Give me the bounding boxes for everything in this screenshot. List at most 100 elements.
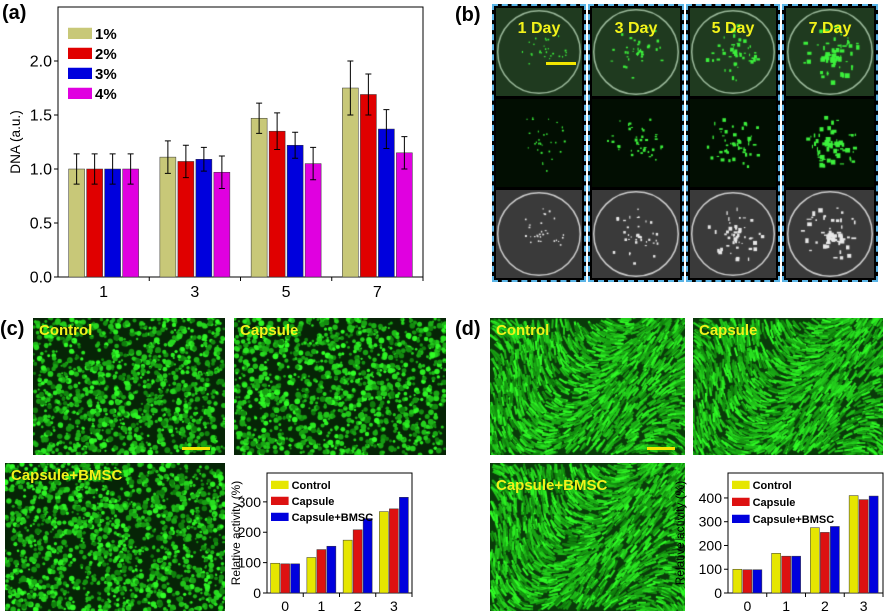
image-label: Capsule: [240, 322, 299, 339]
error-bar: [127, 153, 134, 185]
micro-d-capsule: Capsule: [693, 318, 883, 455]
legend-swatch: [732, 497, 750, 506]
x-tick-label: 0: [743, 598, 751, 614]
x-tick-label: 3: [190, 284, 199, 301]
scale-bar: [647, 447, 675, 450]
y-tick-label: 100: [699, 561, 723, 577]
x-tick-label: 5: [282, 284, 291, 301]
y-tick-label: 0.5: [30, 216, 52, 233]
bar: [86, 168, 103, 278]
legend-label: 2%: [95, 46, 117, 63]
bar: [352, 529, 363, 594]
legend-swatch: [68, 87, 92, 99]
fluo-image: [690, 99, 776, 187]
image-label: Capsule+BMSC: [11, 467, 123, 484]
micro-c-capsule-bmsc: Capsule+BMSC: [5, 463, 225, 611]
legend-swatch: [271, 496, 289, 505]
legend-swatch: [68, 27, 92, 39]
fluo-image: [496, 99, 582, 187]
error-bar: [347, 60, 354, 116]
fluo-image: [786, 99, 874, 187]
y-tick-label: 300: [238, 494, 262, 510]
day-label: 5 Day: [711, 20, 755, 37]
micro-c-control: Control: [33, 318, 225, 455]
y-tick-label: 0.0: [30, 270, 52, 287]
bar: [326, 545, 337, 594]
gray-image: [786, 190, 874, 278]
error-bar: [73, 153, 80, 185]
bar: [68, 168, 85, 278]
panel-label-d: (d): [455, 318, 481, 340]
legend-label: Control: [753, 480, 792, 492]
day-label: 3 Day: [614, 20, 658, 37]
error-bar: [164, 140, 171, 174]
legend-swatch: [68, 47, 92, 59]
x-tick-label: 3: [860, 598, 868, 614]
bar: [848, 495, 859, 594]
bar: [290, 563, 300, 594]
dish-image: [786, 8, 874, 96]
error-bar: [401, 136, 408, 170]
bar: [791, 555, 801, 594]
y-axis-label: DNA (a.u.): [8, 110, 23, 173]
legend-swatch: [68, 67, 92, 79]
y-tick-label: 100: [238, 555, 262, 571]
bar: [104, 168, 121, 278]
bar: [316, 549, 327, 594]
y-tick-label: 0: [253, 585, 261, 601]
error-bar: [292, 131, 299, 159]
y-tick-label: 1.0: [30, 162, 52, 179]
legend-label: 4%: [95, 86, 117, 103]
bar: [342, 539, 353, 594]
bar: [304, 163, 322, 278]
y-axis-label: Relative activity (%): [229, 481, 243, 585]
bar: [362, 518, 373, 594]
bar: [177, 161, 195, 278]
legend-swatch: [271, 480, 289, 489]
bar: [820, 532, 830, 594]
bar: [752, 569, 763, 594]
bar: [378, 128, 395, 278]
gray-image: [592, 190, 680, 278]
micro-c-capsule: Capsule: [234, 318, 446, 455]
scale-bar: [182, 447, 210, 450]
day-column: 3 Day: [588, 4, 684, 282]
error-bar: [218, 155, 225, 189]
panel-label-b: (b): [455, 4, 481, 26]
bar: [195, 159, 213, 278]
legend-label: 3%: [95, 66, 117, 83]
image-label: Capsule: [699, 322, 758, 339]
bar: [396, 152, 413, 278]
x-tick-label: 2: [354, 598, 362, 614]
micro-d-capsule-bmsc: Capsule+BMSC: [490, 463, 685, 611]
bar: [250, 117, 268, 278]
legend-label: Capsule+BMSC: [753, 514, 835, 526]
error-bar: [182, 144, 189, 179]
error-bar: [310, 146, 317, 181]
error-bar: [365, 73, 372, 116]
bar: [732, 568, 743, 594]
legend-label: Control: [292, 480, 331, 492]
error-bar: [383, 109, 390, 149]
bar: [858, 499, 869, 594]
x-tick-label: 1: [317, 598, 325, 614]
bar: [399, 497, 409, 594]
gray-image: [496, 190, 582, 278]
x-tick-label: 7: [373, 284, 382, 301]
error-bar: [200, 146, 207, 172]
y-tick-label: 0: [714, 585, 722, 601]
day-column: 7 Day: [782, 4, 878, 282]
image-label: Control: [496, 322, 550, 339]
bar: [306, 557, 317, 594]
bar: [122, 168, 139, 278]
bar: [159, 156, 177, 278]
dish-image: [690, 8, 776, 96]
day-column: 1 Day: [492, 4, 586, 282]
bar: [379, 511, 389, 594]
error-bar: [109, 153, 116, 185]
legend-label: Capsule: [753, 497, 796, 509]
legend-label: Capsule: [292, 496, 335, 508]
bar: [781, 555, 791, 594]
bar: [830, 526, 840, 594]
bar: [868, 495, 879, 594]
